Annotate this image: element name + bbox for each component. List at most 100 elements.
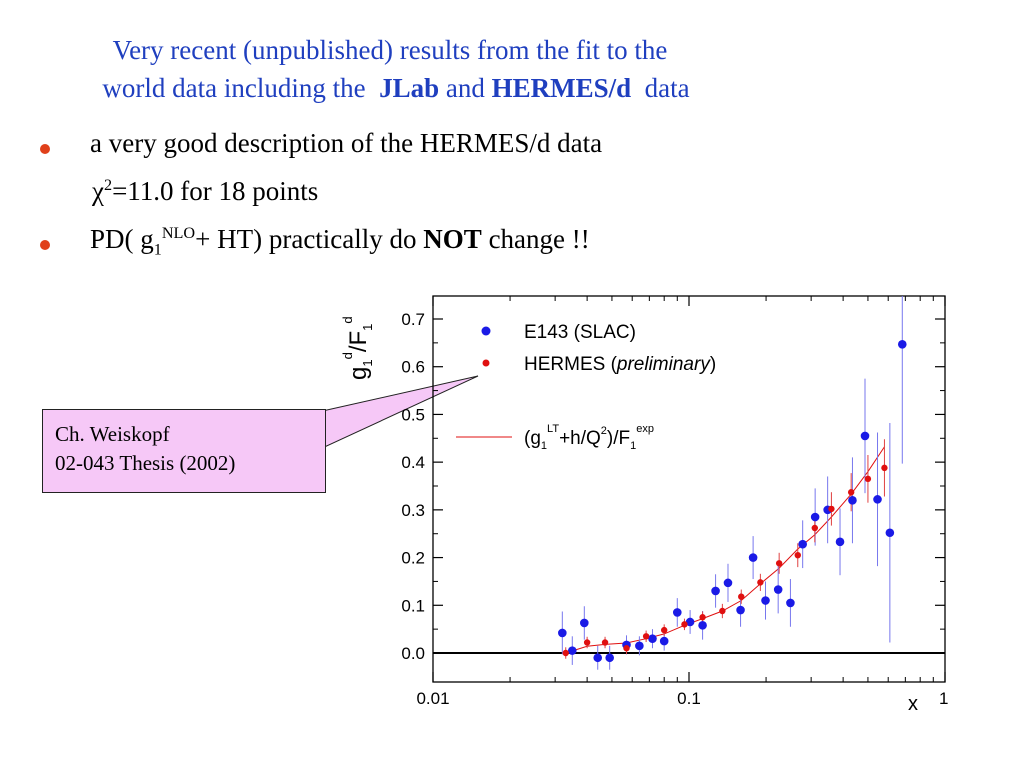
hermes-point xyxy=(681,621,688,628)
b2-sub: 1 xyxy=(153,240,162,259)
b2-bold: NOT xyxy=(423,224,482,254)
ylabel-g-sub: 1 xyxy=(360,359,375,366)
e143-point xyxy=(810,512,820,522)
hermes-point xyxy=(642,633,650,640)
y-tick-label: 0.1 xyxy=(401,596,425,615)
svg-text:g1d/F1d: g1d/F1d xyxy=(340,316,375,380)
chi-squared-text: χ2=11.0 for 18 points xyxy=(92,176,318,207)
fit-sup2: 2 xyxy=(601,425,607,437)
hermes-point xyxy=(719,607,726,615)
fit-mid: +h/Q xyxy=(559,428,601,449)
legend-e143-label: E143 (SLAC) xyxy=(524,322,636,343)
fit-curve-line xyxy=(565,446,885,654)
e143-point xyxy=(567,646,577,655)
y-tick-label: 0.2 xyxy=(401,549,425,568)
e143-point xyxy=(736,605,745,615)
e143-point xyxy=(786,598,795,608)
hermes-point xyxy=(881,464,888,472)
e143-point xyxy=(798,539,807,549)
y-tick-label: 0.0 xyxy=(401,644,425,663)
b2-pre: PD( g xyxy=(90,224,154,254)
fit-post: )/F xyxy=(607,428,630,449)
hermes-point xyxy=(757,579,764,586)
ylabel-slash: /F xyxy=(345,331,372,352)
e143-point xyxy=(848,496,857,505)
slide-title-line2: world data including the JLab and HERMES… xyxy=(0,71,806,105)
legend-hermes-post: ) xyxy=(710,354,716,375)
e143-point xyxy=(648,634,657,643)
e143-point xyxy=(860,431,870,441)
title-line2-post: data xyxy=(644,73,690,103)
e143-point xyxy=(635,641,644,651)
y-axis-label: g1d/F1d xyxy=(340,316,375,380)
title-line1-text: Very recent (unpublished) results from t… xyxy=(112,35,668,65)
y-tick-label: 0.7 xyxy=(401,310,425,329)
hermes-point xyxy=(775,560,783,567)
legend-hermes-label: HERMES (preliminary) xyxy=(524,354,716,375)
hermes-point xyxy=(828,505,835,513)
e143-point xyxy=(698,621,707,630)
hermes-point xyxy=(864,475,872,483)
hermes-point xyxy=(562,649,569,657)
e143-point xyxy=(605,653,614,663)
callout-line2: 02-043 Thesis (2002) xyxy=(55,451,236,475)
hermes-point xyxy=(847,489,855,496)
e143-point xyxy=(873,495,882,504)
bullet-2-text: PD( g1NLO+ HT) practically do NOT change… xyxy=(90,224,590,259)
b2-post: change !! xyxy=(481,224,590,254)
hermes-point xyxy=(738,593,745,600)
e143-point xyxy=(558,628,567,638)
fit-sub1: 1 xyxy=(541,440,547,452)
e143-point xyxy=(773,585,783,594)
chi-sup: 2 xyxy=(103,176,113,194)
callout-line1: Ch. Weiskopf xyxy=(55,422,170,446)
title-jlab: JLab xyxy=(379,73,440,103)
e143-point xyxy=(685,617,695,627)
title-and: and xyxy=(445,73,485,103)
hermes-point xyxy=(794,551,801,559)
y-tick-label: 0.6 xyxy=(401,358,425,377)
title-line2-pre: world data including the xyxy=(102,73,366,103)
e143-point xyxy=(885,528,895,538)
b2-sup: NLO xyxy=(161,224,196,242)
fit-pre: (g xyxy=(524,428,541,449)
fit-sub2: 1 xyxy=(630,440,636,452)
fit-sup1: LT xyxy=(547,423,559,435)
fit-sup3: exp xyxy=(636,423,654,435)
e143-point xyxy=(580,618,589,628)
y-tick-label: 0.4 xyxy=(401,453,425,472)
hermes-point xyxy=(811,524,818,532)
e143-point xyxy=(593,653,603,663)
x-tick-label: 0.1 xyxy=(677,689,701,708)
thesis-callout: Ch. Weiskopf 02-043 Thesis (2002) xyxy=(42,409,326,493)
e143-point xyxy=(672,608,682,617)
bullet-1-text: a very good description of the HERMES/d … xyxy=(90,128,603,158)
x-tick-label: 1 xyxy=(939,689,948,708)
e143-point xyxy=(835,537,845,547)
e143-point xyxy=(723,578,733,588)
hermes-point xyxy=(699,614,706,621)
bullet-dot-icon xyxy=(40,240,50,250)
chi-rest: =11.0 for 18 points xyxy=(112,176,319,206)
hermes-point xyxy=(601,639,609,646)
legend-hermes-italic: preliminary xyxy=(616,354,711,375)
callout-pointer xyxy=(317,375,479,451)
title-hermes: HERMES/d xyxy=(491,73,632,103)
hermes-point xyxy=(623,645,630,652)
e143-point xyxy=(761,596,770,605)
e143-point xyxy=(659,636,669,646)
ylabel-g-sup: d xyxy=(340,352,355,359)
slide-title-line1: Very recent (unpublished) results from t… xyxy=(0,33,800,67)
e143-point xyxy=(711,586,720,596)
y-tick-label: 0.3 xyxy=(401,501,425,520)
chi-symbol: χ xyxy=(92,176,104,206)
hermes-point xyxy=(583,639,591,646)
e143-point xyxy=(897,339,907,349)
e143-point xyxy=(748,553,758,562)
x-tick-label: 0.01 xyxy=(416,689,449,708)
legend-fit-label: (g1LT+h/Q2)/F1exp xyxy=(524,423,654,452)
legend-hermes-pre: HERMES ( xyxy=(524,354,618,375)
b2-mid: + HT) practically do xyxy=(195,224,424,254)
legend-e143-marker xyxy=(481,326,491,336)
